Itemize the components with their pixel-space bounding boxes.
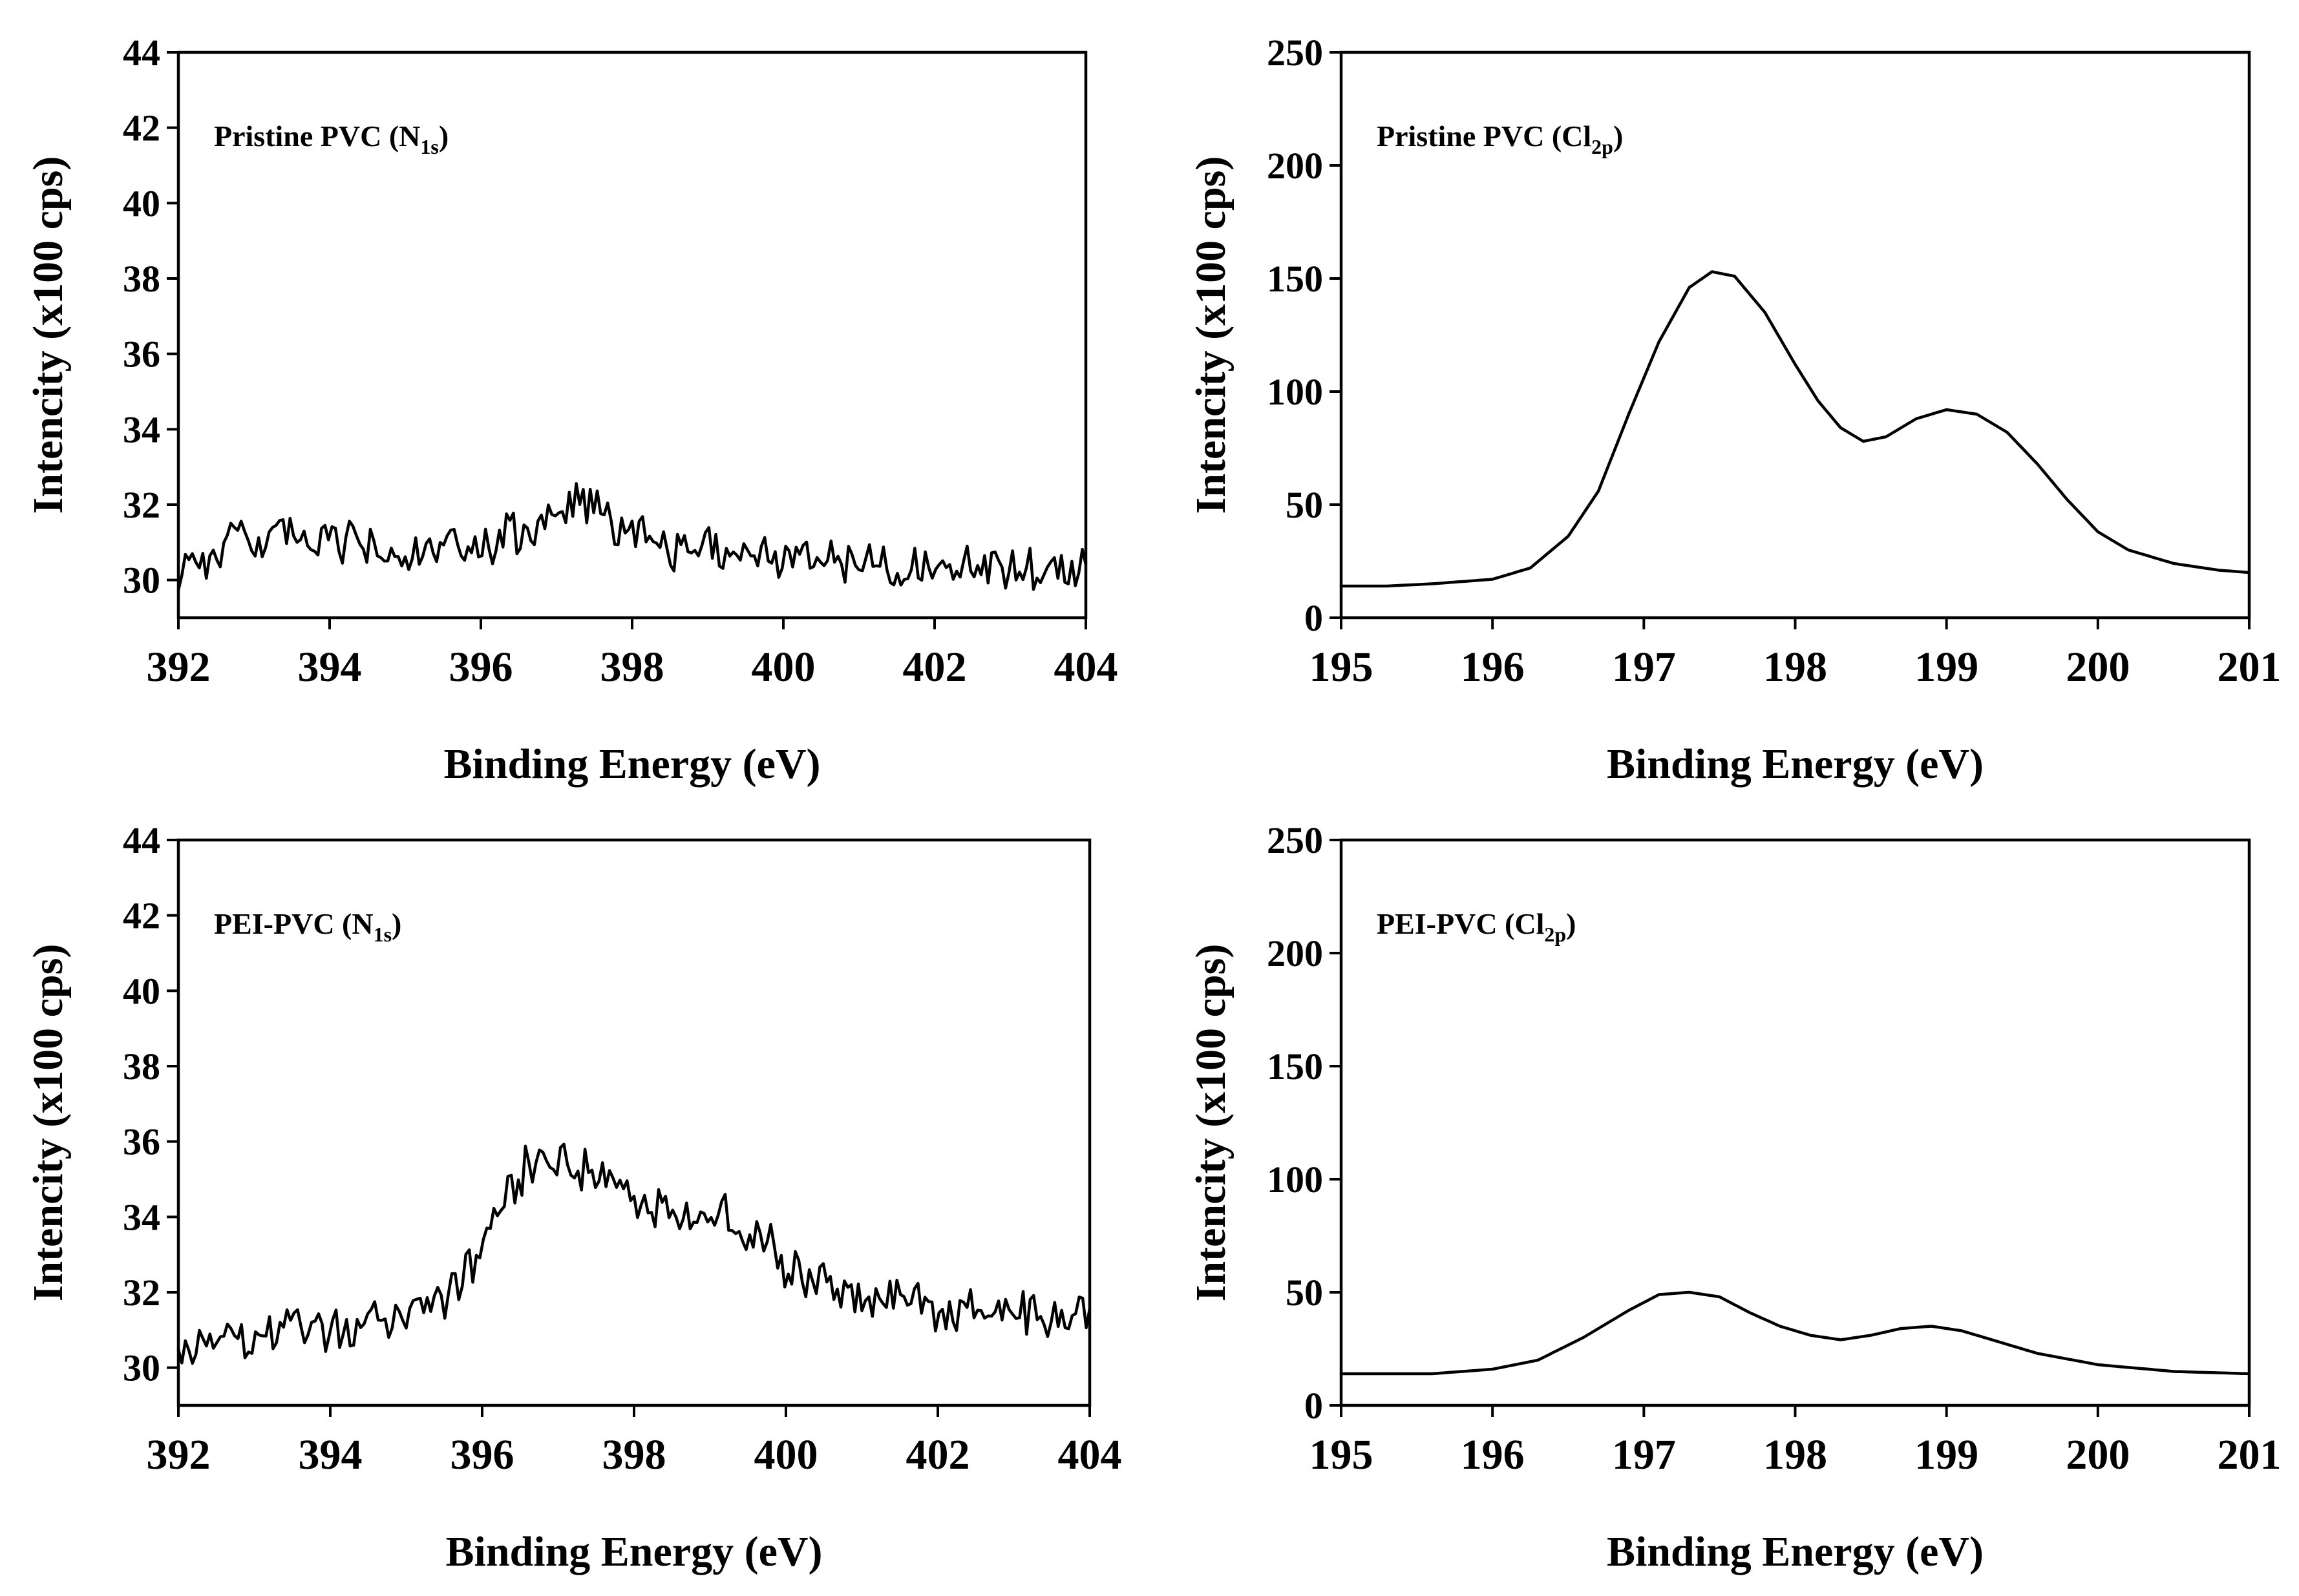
y-axis-label: Intencity (x100 cps)	[25, 944, 72, 1302]
x-tick-label: 200	[2066, 644, 2130, 691]
x-tick-label: 195	[1309, 644, 1373, 691]
x-tick-label: 201	[2218, 1431, 2282, 1478]
series-line	[1339, 1290, 2251, 1376]
x-tick-label: 201	[2218, 644, 2282, 691]
y-tick-label: 42	[123, 107, 160, 149]
y-tick-label: 42	[123, 895, 160, 937]
x-axis-label: Binding Energy (eV)	[1607, 1528, 1984, 1575]
x-tick-label: 196	[1461, 644, 1525, 691]
x-tick-label: 398	[602, 1431, 666, 1478]
y-tick-label: 200	[1267, 932, 1323, 974]
y-tick-label: 32	[123, 1272, 160, 1314]
y-tick-label: 200	[1267, 145, 1323, 187]
y-tick-label: 32	[123, 484, 160, 526]
panel-annotation: Pristine PVC (N1s)	[214, 120, 449, 158]
series-line	[176, 1142, 1092, 1365]
y-tick-label: 250	[1267, 32, 1323, 74]
series-line	[176, 482, 1088, 592]
x-tick-label: 400	[754, 1431, 818, 1478]
x-tick-label: 404	[1058, 1431, 1122, 1478]
y-tick-label: 150	[1267, 1045, 1323, 1087]
x-tick-label: 396	[449, 644, 513, 691]
panel-annotation: PEI-PVC (Cl2p)	[1377, 907, 1576, 946]
chart-cl2p-pristine: 0 50 100 150 200 250 195 196 197 198 199 200 201 Bind…	[1187, 32, 2282, 788]
y-tick-label: 34	[123, 1196, 160, 1238]
y-tick-label: 150	[1267, 258, 1323, 300]
x-tick-label: 197	[1612, 1431, 1676, 1478]
y-tick-label: 40	[123, 182, 160, 224]
y-tick-label: 34	[123, 408, 160, 450]
x-tick-label: 392	[147, 1431, 211, 1478]
x-tick-label: 396	[450, 1431, 514, 1478]
y-tick-label: 44	[123, 819, 160, 861]
y-tick-label: 44	[123, 32, 160, 74]
x-tick-label: 404	[1054, 644, 1118, 691]
panel-annotation: PEI-PVC (N1s)	[214, 907, 401, 946]
y-tick-label: 40	[123, 970, 160, 1012]
y-tick-label: 100	[1267, 1159, 1323, 1201]
y-axis-label: Intencity (x100 cps)	[25, 156, 72, 514]
y-axis-label: Intencity (x100 cps)	[1187, 156, 1234, 514]
series-line	[1339, 270, 2251, 588]
y-tick-label: 30	[123, 560, 160, 602]
x-axis-label: Binding Energy (eV)	[443, 740, 820, 788]
x-tick-label: 398	[600, 644, 664, 691]
x-tick-label: 402	[906, 1431, 970, 1478]
y-tick-label: 0	[1304, 597, 1323, 639]
y-tick-label: 38	[123, 1045, 160, 1087]
y-tick-label: 50	[1286, 484, 1323, 526]
chart-n1s-pei: 30 32 34 36 38 40 42 44 392 394 396 398 400 402 404 Bin…	[25, 819, 1122, 1575]
x-tick-label: 199	[1914, 644, 1978, 691]
x-tick-label: 199	[1914, 1431, 1978, 1478]
chart-cl2p-pei: 0 50 100 150 200 250 195 196 197 198 199 200 201 Bind…	[1187, 819, 2282, 1575]
y-tick-label: 250	[1267, 819, 1323, 861]
y-tick-label: 50	[1286, 1272, 1323, 1314]
x-tick-label: 394	[298, 644, 362, 691]
x-tick-label: 196	[1461, 1431, 1525, 1478]
x-tick-label: 195	[1309, 1431, 1373, 1478]
x-tick-label: 198	[1763, 644, 1827, 691]
panel-annotation: Pristine PVC (Cl2p)	[1377, 120, 1623, 158]
x-axis-label: Binding Energy (eV)	[1607, 740, 1984, 788]
y-tick-label: 36	[123, 1121, 160, 1163]
y-tick-label: 36	[123, 333, 160, 375]
x-tick-label: 200	[2066, 1431, 2130, 1478]
x-tick-label: 198	[1763, 1431, 1827, 1478]
y-axis-label: Intencity (x100 cps)	[1187, 944, 1234, 1302]
chart-n1s-pristine: 30 32 34 36 38 40 42 44 392 394 396 398 400 402 404 Bin…	[25, 32, 1118, 788]
y-tick-label: 100	[1267, 371, 1323, 413]
x-tick-label: 400	[752, 644, 816, 691]
x-tick-label: 394	[299, 1431, 363, 1478]
x-tick-label: 402	[903, 644, 967, 691]
x-tick-label: 392	[147, 644, 211, 691]
y-tick-label: 38	[123, 258, 160, 300]
x-tick-label: 197	[1612, 644, 1676, 691]
y-tick-label: 0	[1304, 1385, 1323, 1427]
x-axis-label: Binding Energy (eV)	[445, 1528, 822, 1575]
y-tick-label: 30	[123, 1347, 160, 1389]
